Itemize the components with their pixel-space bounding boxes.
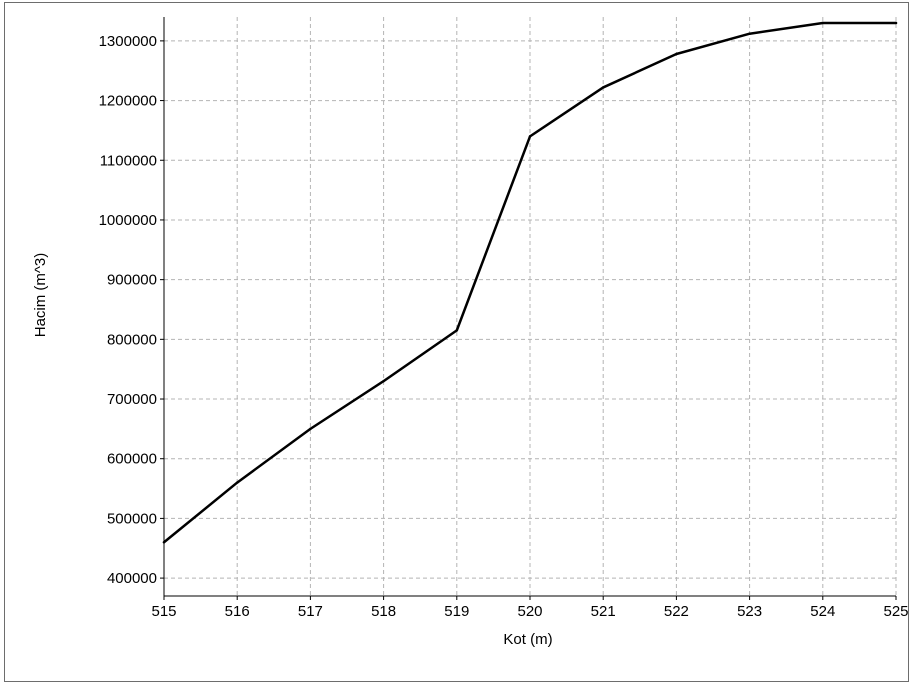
x-axis-title: Kot (m) [503,631,552,648]
x-tick-label-5: 520 [517,603,542,620]
y-tick-label-0: 400000 [107,570,157,587]
y-tick-label-5: 900000 [107,272,157,289]
data-point-0-6 [602,86,605,89]
y-tick-label-9: 1300000 [99,33,157,50]
y-tick-label-3: 700000 [107,391,157,408]
series-group [162,21,898,544]
y-tick-label-7: 1100000 [100,152,157,169]
y-tick-label-6: 1000000 [99,212,157,229]
data-point-0-0 [162,541,166,544]
chart-frame: 515 516 517 518 519 520 521 522 523 524 525 400000… [4,2,909,682]
x-tick-label-0: 515 [151,603,176,620]
data-point-0-9 [821,21,824,25]
x-tick-label-2: 517 [298,603,323,620]
x-tick-label-10: 525 [883,603,908,620]
x-tick-label-7: 522 [664,603,689,620]
y-tick-label-4: 800000 [107,331,157,348]
x-axis-ticks: 515 516 517 518 519 520 521 522 523 524 525 [151,596,909,620]
data-point-0-7 [675,52,678,56]
data-point-0-10 [894,21,898,25]
y-tick-label-1: 500000 [107,510,157,527]
x-tick-label-1: 516 [225,603,250,620]
data-point-0-1 [236,481,239,484]
x-tick-label-6: 521 [591,603,616,620]
y-tick-label-8: 1200000 [99,93,157,110]
y-axis-ticks: 400000 500000 600000 700000 800000 900000 1000… [99,33,164,587]
x-tick-label-3: 518 [371,603,396,620]
x-tick-label-9: 524 [810,603,835,620]
y-axis-title: Hacim (m^3) [32,253,49,338]
grid [163,17,897,596]
line-chart: 515 516 517 518 519 520 521 522 523 524 525 400000… [32,17,909,648]
y-tick-label-2: 600000 [107,451,157,468]
data-point-0-3 [382,379,385,383]
data-point-0-5 [528,135,532,138]
data-point-0-2 [309,427,312,431]
data-point-0-8 [748,32,751,35]
data-point-0-4 [455,329,458,332]
x-tick-label-8: 523 [737,603,762,620]
x-tick-label-4: 519 [444,603,469,620]
